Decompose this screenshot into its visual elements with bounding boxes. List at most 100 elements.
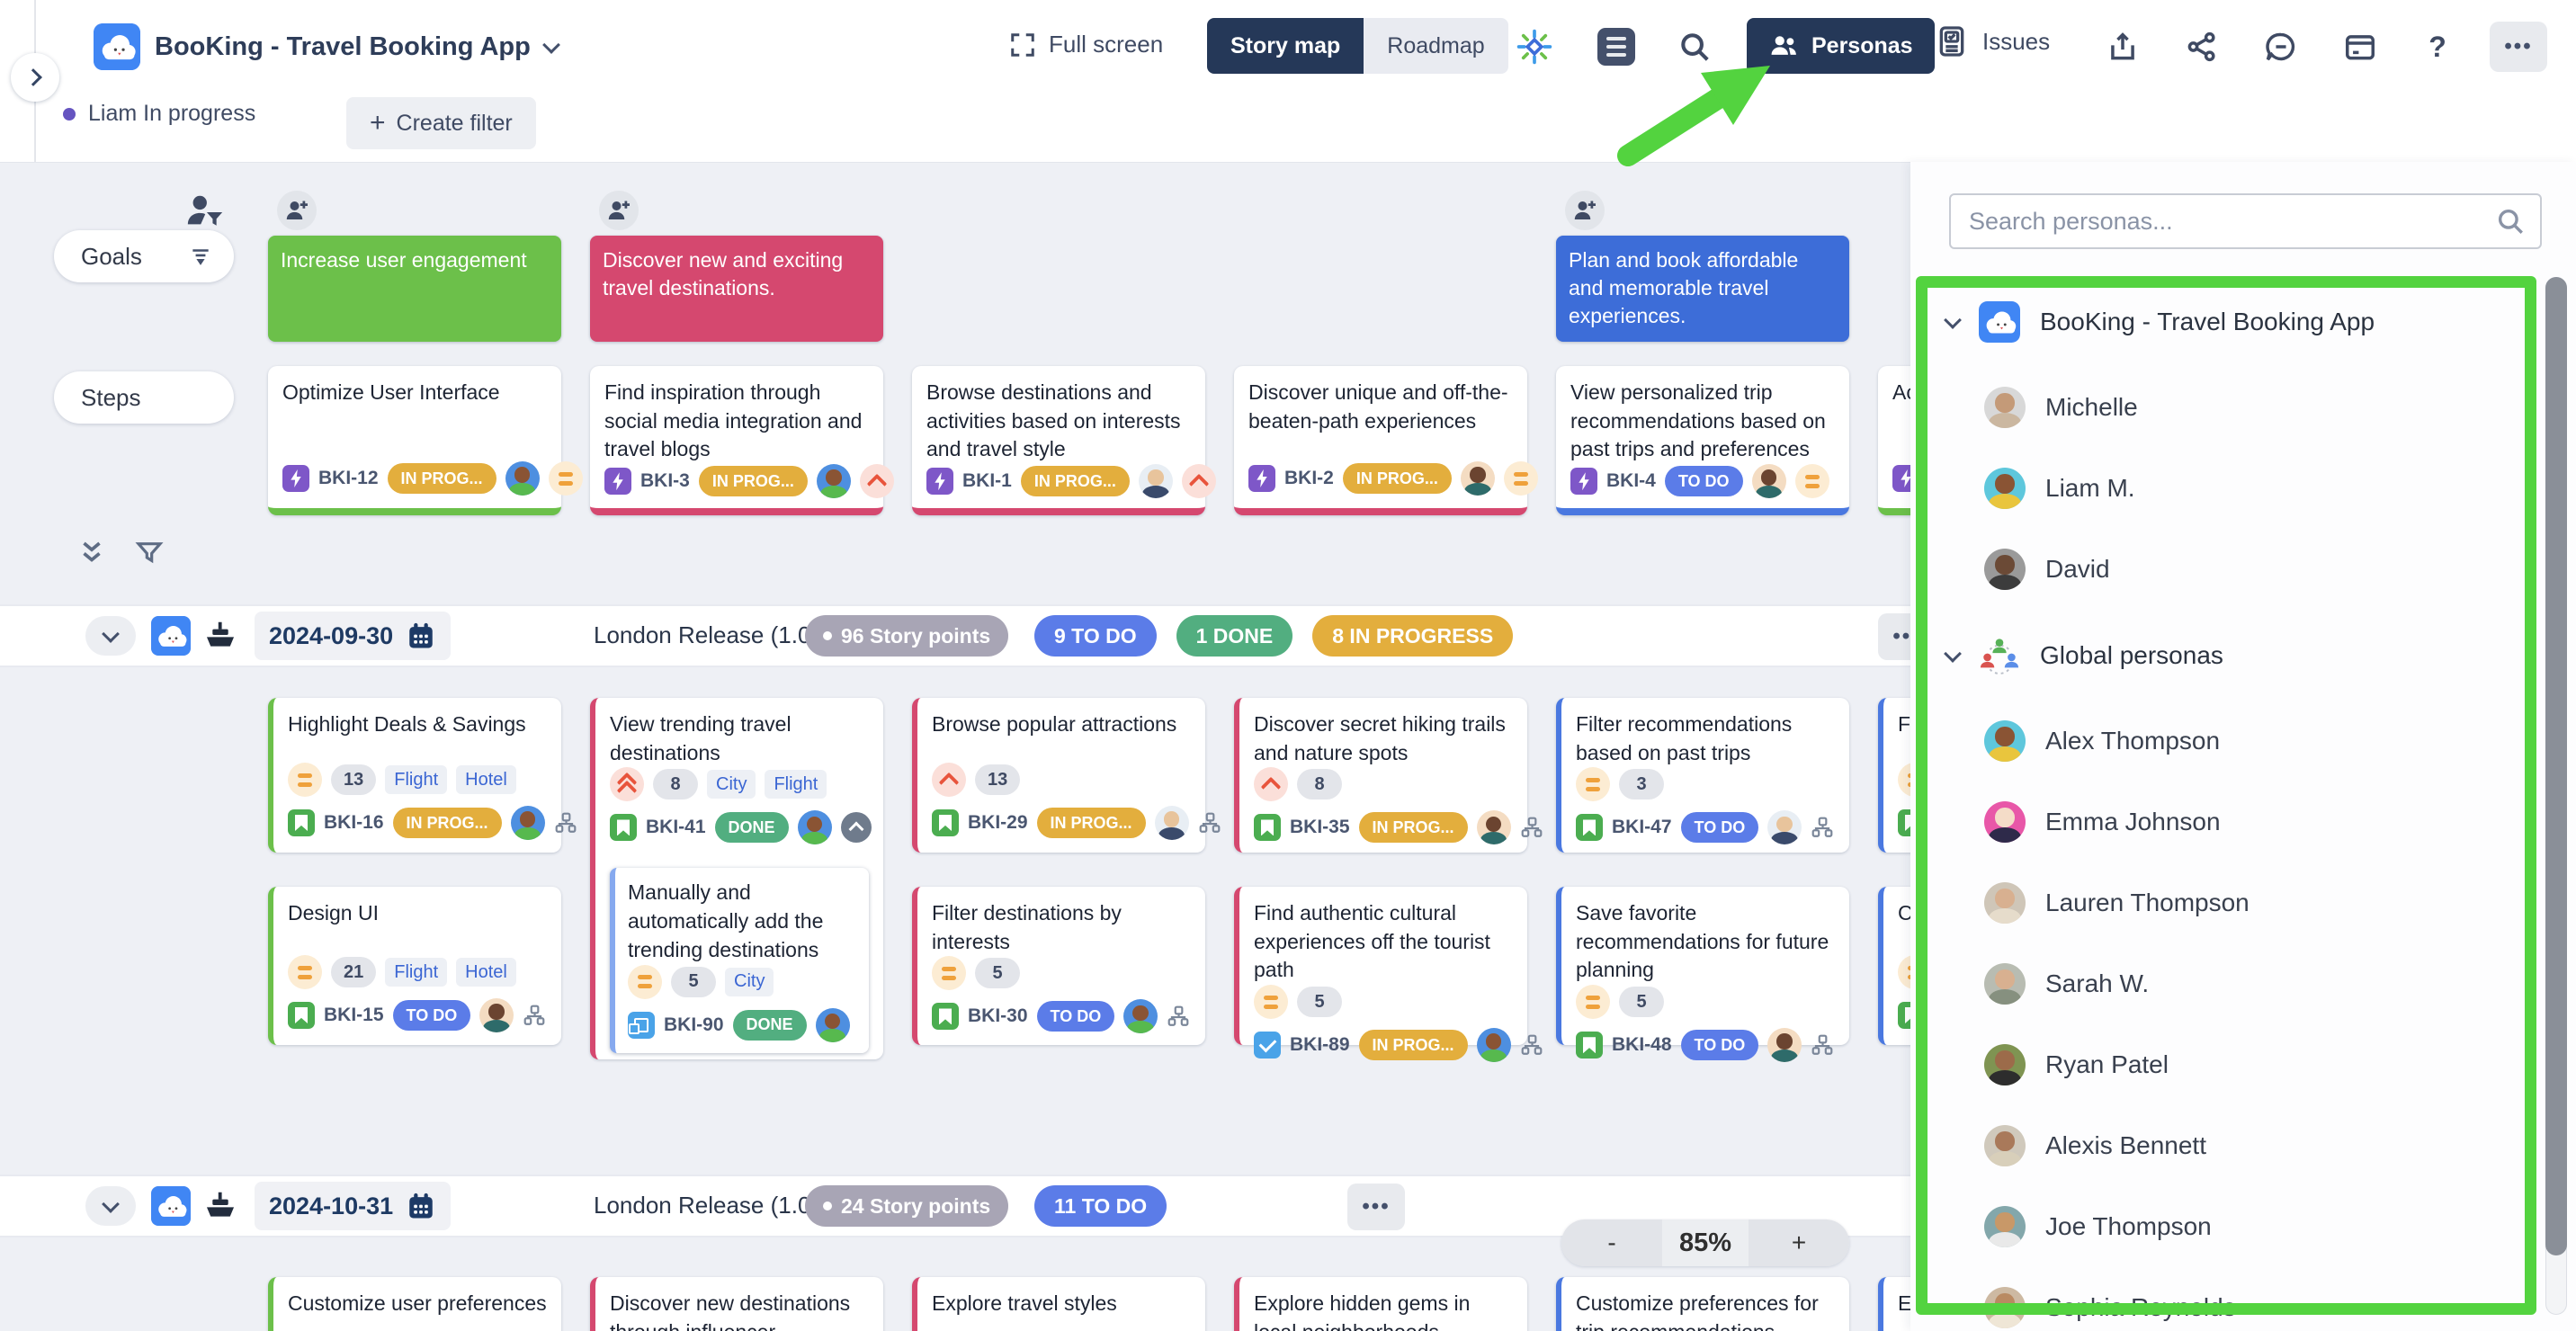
step-card[interactable]: Browse destinations and activities based… <box>912 366 1216 515</box>
story-card[interactable]: Filter recommendations based on past tri… <box>1556 698 1849 853</box>
search-button[interactable] <box>1675 27 1714 67</box>
status-pill: IN PROG... <box>1020 466 1130 497</box>
tab-roadmap[interactable]: Roadmap <box>1364 18 1508 74</box>
story-card[interactable]: Discover new destinations through influe… <box>590 1277 883 1331</box>
board-view-button[interactable] <box>1597 28 1635 66</box>
help-button[interactable]: ? <box>2418 27 2457 67</box>
story-card[interactable]: Fi itin BKIIN PROG... <box>1878 698 1910 853</box>
add-persona-button[interactable] <box>599 191 639 230</box>
step-card[interactable]: Acc tailo trav BKI <box>1878 366 1910 515</box>
step-card[interactable]: View personalized trip recommendations b… <box>1556 366 1849 515</box>
story-card[interactable]: Discover secret hiking trails and nature… <box>1234 698 1542 853</box>
release-name[interactable]: London Release (1.0.1) <box>594 1192 838 1219</box>
add-persona-button[interactable] <box>277 191 317 230</box>
release-date[interactable]: 2024-10-31 <box>255 1182 452 1230</box>
collapse-subtasks-button[interactable] <box>840 812 872 844</box>
full-screen-button[interactable]: Full screen <box>1009 31 1163 58</box>
issues-button[interactable]: Issues <box>1934 23 2050 59</box>
zoom-out-button[interactable]: - <box>1561 1219 1662 1266</box>
story-card[interactable]: Design UI 21 Flight Hotel BKI-15 TO DO <box>268 887 561 1045</box>
subtasks-tree-icon[interactable] <box>554 811 577 835</box>
story-card[interactable]: Filter destinations by interests 5 BKI-30 T… <box>912 887 1205 1045</box>
billing-button[interactable] <box>2340 27 2380 67</box>
share-button[interactable] <box>2182 27 2222 67</box>
release-more-button[interactable]: ••• <box>1347 1184 1405 1230</box>
row-filter-button[interactable] <box>131 534 167 570</box>
subtasks-tree-icon[interactable] <box>1167 1005 1190 1028</box>
persona-item[interactable]: David <box>1984 540 2110 598</box>
persona-item[interactable]: Emma Johnson <box>1984 793 2221 851</box>
card-meta-row: BKI-41 DONE <box>610 810 872 845</box>
persona-item[interactable]: Michelle <box>1984 379 2138 436</box>
release-date[interactable]: 2024-09-30 <box>255 612 452 660</box>
story-card[interactable]: Browse popular attractions 13 BKI-29 IN PRO… <box>912 698 1220 853</box>
ai-sparkle-button[interactable] <box>1515 27 1554 67</box>
story-card[interactable]: Ex <box>1878 1277 1910 1331</box>
subtasks-tree-icon[interactable] <box>1198 811 1221 835</box>
create-filter-button[interactable]: + Create filter <box>346 97 536 149</box>
active-filter-chip[interactable]: Liam In progress <box>63 101 255 127</box>
persona-group-header[interactable]: Global personas <box>1944 629 2223 683</box>
toolbar-more-button[interactable]: ••• <box>2490 22 2547 72</box>
persona-item[interactable]: Ryan Patel <box>1984 1036 2169 1094</box>
chevron-down-icon[interactable] <box>541 35 560 54</box>
panel-scrollbar-thumb[interactable] <box>2545 277 2567 1255</box>
steps-row-pill[interactable]: Steps <box>54 371 234 424</box>
story-card[interactable]: Find authentic cultural experiences off … <box>1234 887 1542 1063</box>
substory-card[interactable]: Manually and automatically add the trend… <box>610 868 869 1053</box>
release-story-points: 96 Story points <box>805 615 1009 657</box>
persona-group-header[interactable]: BooKing - Travel Booking App <box>1944 295 2375 349</box>
persona-item[interactable]: Lauren Thompson <box>1984 874 2250 932</box>
feedback-button[interactable] <box>2261 27 2301 67</box>
subtasks-tree-icon[interactable] <box>1811 1033 1834 1057</box>
status-pill: IN PROG... <box>1358 812 1468 844</box>
add-persona-button[interactable] <box>1565 191 1605 230</box>
expand-sidebar-button[interactable] <box>11 53 59 102</box>
release-collapse-button[interactable] <box>85 616 136 656</box>
story-card-with-substory[interactable]: View trending travel destinations 8 City Fl… <box>590 698 883 1059</box>
subtasks-tree-icon[interactable] <box>1811 816 1834 839</box>
priority-medium-icon <box>932 956 966 991</box>
goal-card[interactable]: Plan and book affordable and memorable t… <box>1556 236 1849 342</box>
personas-button[interactable]: Personas <box>1747 18 1935 74</box>
persona-item[interactable]: Alexis Bennett <box>1984 1117 2206 1175</box>
goal-card[interactable]: Discover new and exciting travel destina… <box>590 236 883 342</box>
tab-story-map[interactable]: Story map <box>1207 18 1364 74</box>
story-card[interactable]: Customize user preferences <box>268 1277 561 1331</box>
story-card[interactable]: Save favorite recommendations for future… <box>1556 887 1849 1063</box>
persona-item[interactable]: Joe Thompson <box>1984 1198 2212 1255</box>
chevron-down-icon[interactable] <box>1944 311 1962 329</box>
persona-search-input[interactable] <box>1951 207 2495 236</box>
persona-item[interactable]: Sarah W. <box>1984 955 2149 1013</box>
goal-card[interactable]: Increase user engagement <box>268 236 561 342</box>
export-button[interactable] <box>2103 27 2142 67</box>
story-card[interactable]: Explore hidden gems in local neighborhoo… <box>1234 1277 1527 1331</box>
issue-key: BKI-29 <box>968 812 1028 833</box>
chevron-down-icon[interactable] <box>1944 645 1962 663</box>
story-card[interactable]: Highlight Deals & Savings 13 Flight Hotel BK… <box>268 698 576 853</box>
zoom-in-button[interactable]: + <box>1749 1219 1849 1266</box>
release-more-button[interactable]: ••• <box>1878 613 1910 660</box>
story-card[interactable]: Customize preferences for trip recommend… <box>1556 1277 1849 1331</box>
release-name[interactable]: London Release (1.0.0) <box>594 621 838 648</box>
persona-item[interactable]: Sophia Reynolds <box>1984 1279 2236 1331</box>
persona-item[interactable]: Alex Thompson <box>1984 712 2220 770</box>
release-collapse-button[interactable] <box>85 1186 136 1226</box>
story-card[interactable]: Cu ini BKI <box>1878 887 1910 1045</box>
collapse-all-button[interactable] <box>74 534 110 570</box>
card-meta-row: BKI <box>1898 998 1910 1032</box>
step-card[interactable]: Discover unique and off-the-beaten-path … <box>1234 366 1538 515</box>
card-meta-row: 5 <box>1254 985 1513 1020</box>
step-card[interactable]: Find inspiration through social media in… <box>590 366 894 515</box>
story-card[interactable]: Explore travel styles <box>912 1277 1205 1331</box>
persona-filter-icon[interactable] <box>184 191 226 232</box>
subtasks-tree-icon[interactable] <box>1520 816 1543 839</box>
subtasks-tree-icon[interactable] <box>1520 1033 1543 1057</box>
story-type-icon <box>610 814 637 842</box>
subtasks-tree-icon[interactable] <box>523 1004 546 1027</box>
goals-row-pill[interactable]: Goals <box>54 230 234 282</box>
app-switcher[interactable]: BooKing - Travel Booking App <box>94 23 560 70</box>
priority-medium-icon <box>1576 767 1610 802</box>
persona-item[interactable]: Liam M. <box>1984 460 2135 517</box>
step-card[interactable]: Optimize User Interface BKI-12 IN PROG... <box>268 366 583 515</box>
